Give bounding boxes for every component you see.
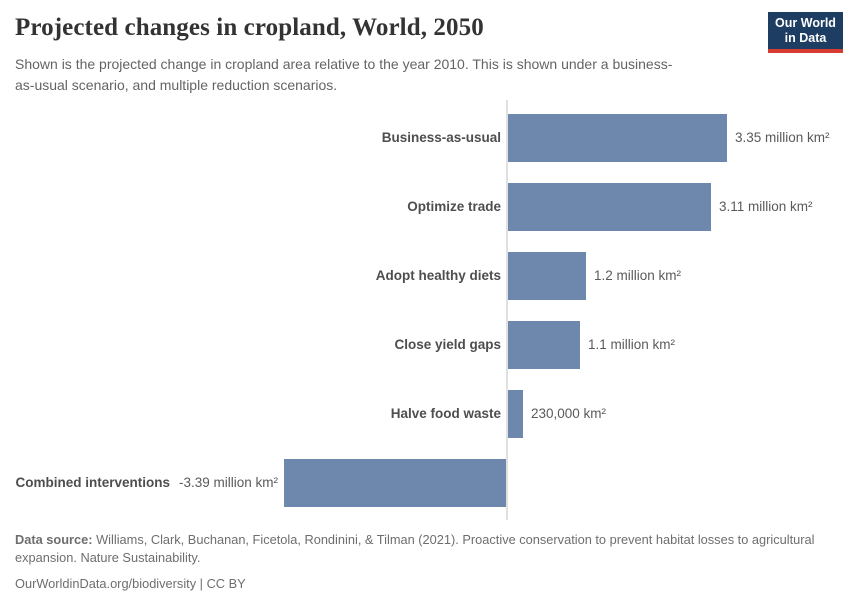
bar-optimize-trade bbox=[508, 183, 711, 231]
data-source-label: Data source: bbox=[15, 532, 93, 547]
category-label-combined-interventions: Combined interventions bbox=[15, 475, 170, 490]
chart-footer: Data source: Williams, Clark, Buchanan, … bbox=[15, 531, 837, 593]
bar-combined-interventions bbox=[284, 459, 506, 507]
bar-close-yield-gaps bbox=[508, 321, 580, 369]
value-label-halve-food-waste: 230,000 km² bbox=[531, 406, 607, 421]
value-label-combined-interventions: -3.39 million km² bbox=[178, 475, 278, 490]
owid-logo: Our World in Data bbox=[768, 12, 843, 53]
category-row-combined-interventions: Combined interventions -3.39 million km² bbox=[0, 473, 278, 493]
license-label: CC BY bbox=[206, 576, 246, 591]
value-label-adopt-healthy-diets: 1.2 million km² bbox=[594, 268, 682, 283]
bar-adopt-healthy-diets bbox=[508, 252, 586, 300]
zero-axis-line bbox=[506, 100, 508, 520]
bar-halve-food-waste bbox=[508, 390, 523, 438]
owid-logo-line1: Our World bbox=[775, 15, 836, 30]
data-source-text: Williams, Clark, Buchanan, Ficetola, Ron… bbox=[15, 532, 815, 565]
value-label-optimize-trade: 3.11 million km² bbox=[719, 199, 813, 214]
value-label-close-yield-gaps: 1.1 million km² bbox=[588, 337, 676, 352]
category-label-halve-food-waste: Halve food waste bbox=[390, 406, 501, 421]
category-label-adopt-healthy-diets: Adopt healthy diets bbox=[375, 268, 501, 283]
category-label-close-yield-gaps: Close yield gaps bbox=[394, 337, 501, 352]
chart-title: Projected changes in cropland, World, 20… bbox=[15, 14, 484, 41]
value-label-business-as-usual: 3.35 million km² bbox=[735, 130, 830, 145]
owid-logo-line2: in Data bbox=[784, 30, 827, 45]
owid-url: OurWorldinData.org/biodiversity bbox=[15, 576, 197, 591]
data-source-note: Data source: Williams, Clark, Buchanan, … bbox=[15, 531, 837, 567]
byline: OurWorldinData.org/biodiversity | CC BY bbox=[15, 575, 837, 593]
byline-separator: | bbox=[196, 576, 207, 591]
bar-business-as-usual bbox=[508, 114, 727, 162]
chart-subtitle: Shown is the projected change in croplan… bbox=[15, 56, 673, 93]
category-label-business-as-usual: Business-as-usual bbox=[381, 130, 501, 145]
category-label-optimize-trade: Optimize trade bbox=[407, 199, 501, 214]
